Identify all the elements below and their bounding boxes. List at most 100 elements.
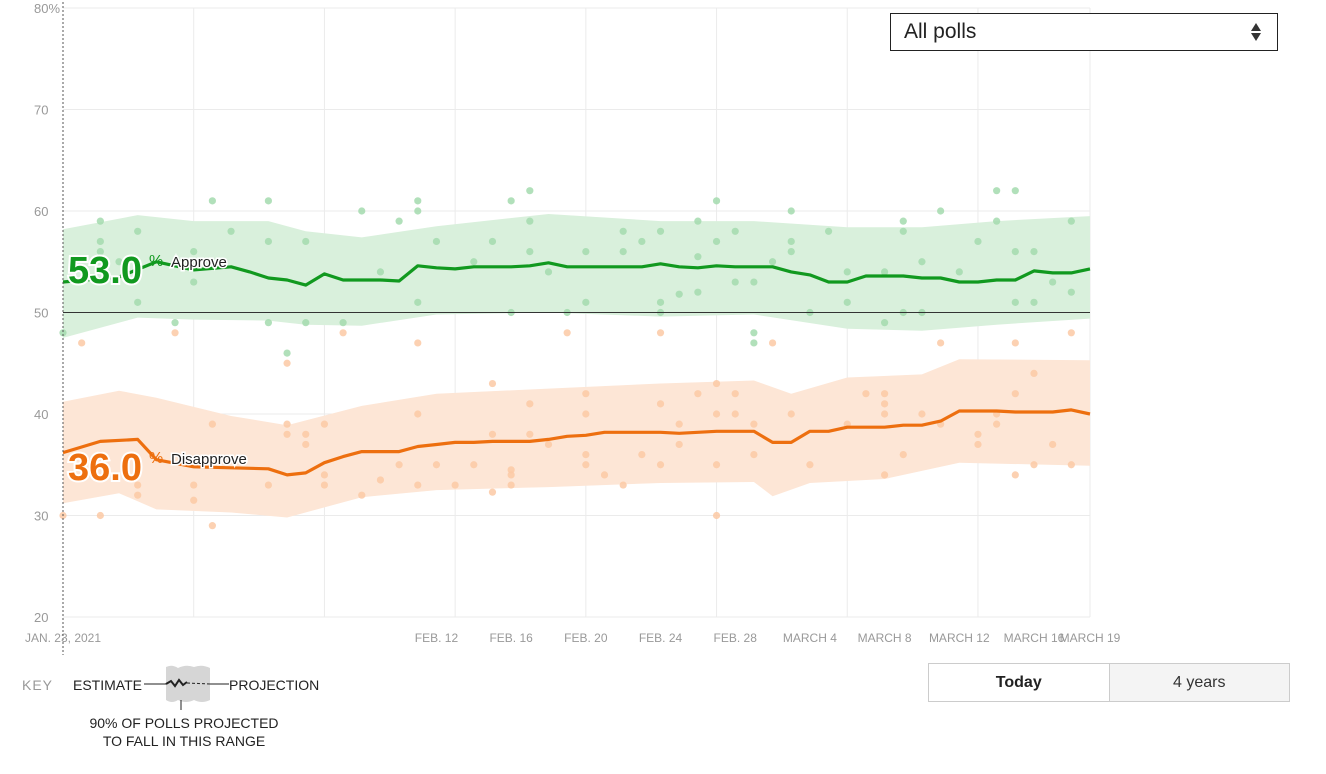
- key-projection-label: PROJECTION: [229, 677, 320, 693]
- disapprove-poll-dot: [488, 488, 497, 496]
- approve-poll-dot: [694, 253, 702, 261]
- disapprove-poll-dot: [451, 481, 459, 489]
- approve-poll-dot: [694, 217, 702, 225]
- approve-poll-dot: [227, 227, 235, 235]
- disapprove-poll-dot: [488, 430, 497, 438]
- approve-poll-dot: [1067, 288, 1075, 296]
- disapprove-poll-dot: [937, 339, 945, 347]
- disapprove-poll-dot: [283, 430, 291, 438]
- approve-poll-dot: [843, 298, 851, 306]
- key-range-note: 90% OF POLLS PROJECTED TO FALL IN THIS R…: [84, 714, 284, 750]
- disapprove-poll-dot: [302, 430, 310, 438]
- disapprove-poll-dot: [750, 451, 758, 459]
- disapprove-poll-dot: [470, 461, 478, 469]
- approve-band: [63, 214, 1090, 338]
- disapprove-poll-dot: [264, 481, 272, 489]
- today-button[interactable]: Today: [929, 664, 1109, 701]
- approve-poll-dot: [358, 207, 366, 215]
- disapprove-poll-dot: [376, 476, 385, 484]
- approve-poll-dot: [526, 217, 534, 225]
- disapprove-poll-dot: [582, 390, 590, 398]
- x-tick-label: MARCH 12: [929, 631, 990, 645]
- approve-poll-dot: [787, 207, 795, 215]
- disapprove-poll-dot: [208, 522, 216, 530]
- disapprove-poll-dot: [1030, 369, 1038, 377]
- disapprove-poll-dot: [507, 471, 515, 479]
- disapprove-percent-sign: %: [149, 450, 163, 467]
- disapprove-poll-dot: [862, 390, 870, 398]
- disapprove-poll-dot: [1011, 471, 1019, 479]
- approve-poll-dot: [750, 329, 758, 337]
- disapprove-poll-dot: [806, 461, 814, 469]
- disapprove-poll-dot: [600, 471, 609, 479]
- key-estimate-projection-icon: [144, 665, 229, 710]
- approve-poll-dot: [656, 227, 665, 235]
- disapprove-poll-dot: [320, 471, 329, 479]
- disapprove-poll-dot: [899, 451, 907, 459]
- approve-poll-dot: [171, 319, 179, 327]
- poll-filter-select[interactable]: All polls: [890, 13, 1278, 51]
- approve-poll-dot: [1030, 298, 1038, 306]
- approve-current-value: 53.0: [68, 250, 142, 292]
- approve-poll-dot: [656, 298, 665, 306]
- approve-label: Approve: [171, 254, 227, 271]
- four-years-button[interactable]: 4 years: [1108, 664, 1289, 701]
- approve-poll-dot: [395, 217, 403, 225]
- x-tick-label: FEB. 20: [564, 631, 608, 645]
- key-label: KEY: [22, 677, 54, 693]
- select-arrows-icon: [1251, 23, 1261, 41]
- disapprove-poll-dot: [507, 466, 515, 474]
- disapprove-poll-dot: [320, 420, 329, 428]
- key-note-line-1: 90% OF POLLS PROJECTED: [89, 715, 279, 731]
- approve-poll-dot: [96, 248, 104, 256]
- approve-poll-dot: [264, 319, 272, 327]
- approve-poll-dot: [619, 248, 627, 256]
- disapprove-poll-dot: [712, 461, 721, 469]
- disapprove-poll-dot: [731, 410, 739, 418]
- approve-poll-dot: [712, 237, 721, 246]
- disapprove-poll-dot: [582, 410, 590, 418]
- disapprove-poll-dot: [563, 329, 571, 337]
- approve-poll-dot: [283, 349, 291, 357]
- approve-poll-dot: [414, 207, 422, 215]
- poll-dots: [59, 187, 1075, 530]
- poll-filter-value: All polls: [904, 20, 977, 43]
- approve-poll-dot: [881, 268, 889, 276]
- approve-poll-dot: [619, 227, 627, 235]
- approve-poll-dot: [488, 237, 497, 246]
- disapprove-current-value: 36.0: [68, 447, 142, 489]
- disapprove-poll-dot: [414, 339, 422, 347]
- approve-poll-dot: [376, 268, 385, 276]
- disapprove-poll-dot: [432, 461, 441, 469]
- approve-poll-dot: [675, 290, 683, 298]
- approve-line: [62, 260, 1091, 287]
- disapprove-poll-dot: [283, 420, 291, 428]
- approve-poll-dot: [1030, 248, 1038, 256]
- approve-poll-dot: [787, 237, 795, 246]
- approve-poll-dot: [339, 319, 347, 327]
- disapprove-poll-dot: [712, 379, 721, 388]
- disapprove-poll-dot: [96, 451, 104, 459]
- approve-poll-dot: [694, 288, 702, 296]
- approve-poll-dot: [768, 258, 777, 266]
- disapprove-poll-dot: [96, 511, 104, 520]
- approve-poll-dot: [582, 248, 590, 256]
- disapprove-poll-dot: [526, 400, 534, 408]
- x-tick-label: FEB. 28: [714, 631, 758, 645]
- approve-poll-dot: [544, 268, 553, 276]
- approve-poll-dot: [208, 197, 216, 205]
- disapprove-poll-dot: [656, 329, 665, 337]
- disapprove-poll-dot: [358, 491, 366, 499]
- disapprove-poll-dot: [507, 481, 515, 489]
- x-tick-label: MARCH 19: [1060, 631, 1121, 645]
- approve-poll-dot: [264, 197, 272, 205]
- approve-poll-dot: [96, 217, 104, 225]
- approve-poll-dot: [302, 319, 310, 327]
- disapprove-poll-dot: [974, 440, 982, 449]
- disapprove-poll-dot: [582, 451, 590, 459]
- disapprove-poll-dot: [881, 390, 889, 398]
- y-tick-label: 20: [34, 610, 48, 625]
- disapprove-poll-dot: [78, 339, 86, 347]
- disapprove-poll-dot: [544, 440, 553, 449]
- disapprove-poll-dot: [638, 451, 646, 459]
